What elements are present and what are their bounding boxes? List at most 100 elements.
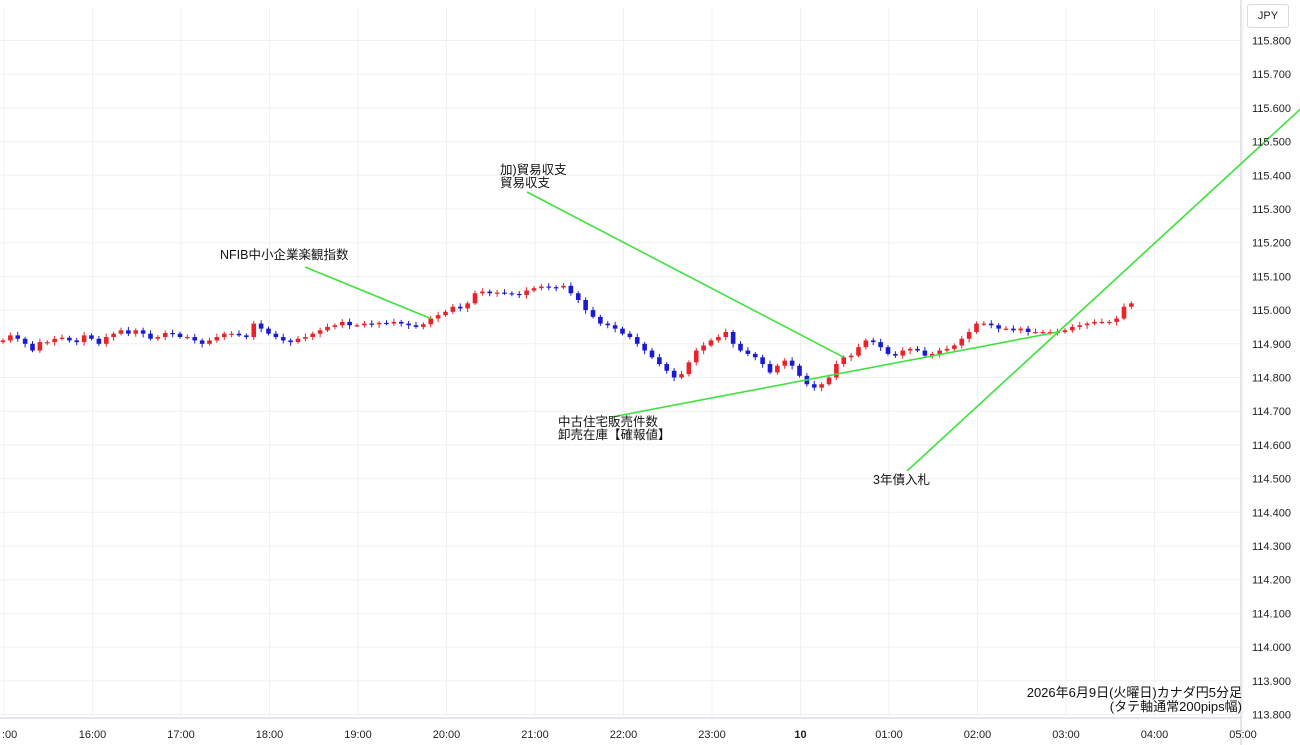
candle <box>376 320 382 328</box>
candle <box>89 333 94 341</box>
candle <box>870 337 876 346</box>
candle <box>893 351 898 358</box>
candle-body-up <box>229 333 234 335</box>
candle-body-up <box>1018 328 1024 331</box>
candle-body-down <box>1025 328 1031 333</box>
price-axis[interactable]: 115.800 115.700 115.600 115.500 115.400 115.3… <box>1252 36 1291 722</box>
candle <box>657 353 662 367</box>
candle-body-up <box>221 333 227 338</box>
y-tick-label: 115.000 <box>1252 305 1291 317</box>
candle <box>273 330 279 340</box>
candle-body-down <box>244 335 249 338</box>
candle-body-up <box>907 348 913 351</box>
candle <box>44 340 50 346</box>
candle <box>148 330 153 341</box>
y-tick-label: 115.700 <box>1252 69 1291 81</box>
x-tick-label: 01:00 <box>875 729 903 741</box>
candle-body-down <box>398 321 404 324</box>
candle-body-down <box>915 348 920 351</box>
x-tick-label: 05:00 <box>1229 729 1257 741</box>
candle-body-down <box>236 333 242 336</box>
candle <box>465 301 470 313</box>
y-tick-label: 114.200 <box>1252 575 1291 587</box>
candle <box>111 331 116 341</box>
timeframe-caption: 2026年6月9日(火曜日)カナダ円5分足 <box>1026 685 1242 700</box>
candle-body-up <box>435 315 441 319</box>
x-tick-label: 17:00 <box>167 729 195 741</box>
candle <box>37 338 43 353</box>
candle <box>716 334 721 343</box>
candle <box>457 303 463 312</box>
candle-body-down <box>634 337 640 344</box>
candle <box>303 333 308 342</box>
time-axis[interactable]: :00 16:00 17:00 18:00 19:00 20:00 21:00 22:00 23… <box>2 729 1257 741</box>
candle <box>878 338 883 351</box>
annotation-leader-line <box>611 331 1058 418</box>
candle-body-down <box>170 333 175 335</box>
candle <box>915 346 920 353</box>
candle-body-up <box>929 353 935 356</box>
candle-body-up <box>1114 318 1119 322</box>
candle <box>1099 318 1105 325</box>
candle <box>413 321 419 329</box>
candle-body-up <box>863 340 869 348</box>
candle <box>391 318 397 326</box>
candle <box>671 368 677 382</box>
candle-body-down <box>192 337 198 341</box>
candle <box>553 285 559 292</box>
candle-body-down <box>457 306 463 309</box>
candle-body-up <box>391 321 397 324</box>
candle <box>354 323 360 327</box>
candle <box>598 314 603 326</box>
x-tick-label: 02:00 <box>964 729 992 741</box>
candle-body-down <box>730 332 736 344</box>
candle <box>266 326 271 336</box>
candle-body-up <box>966 332 972 339</box>
candle <box>988 320 994 329</box>
y-tick-label: 114.300 <box>1252 541 1291 553</box>
candle-body-up <box>295 338 301 343</box>
y-tick-label: 115.300 <box>1252 204 1291 216</box>
candle-body-down <box>89 335 94 339</box>
candle-body-down <box>870 340 876 343</box>
candle-body-up <box>317 330 323 334</box>
y-tick-label: 113.900 <box>1252 676 1291 688</box>
candle-body-up <box>376 322 382 325</box>
candle <box>856 343 861 358</box>
candle-body-up <box>421 324 426 327</box>
candle <box>192 333 198 344</box>
candle-body-down <box>789 360 795 366</box>
candle-body-up <box>716 337 721 341</box>
candle-body-down <box>612 325 618 329</box>
candle-body-down <box>140 330 146 334</box>
candle <box>487 289 493 297</box>
candle <box>435 311 441 323</box>
candle-body-up <box>952 345 957 349</box>
candle <box>752 351 758 361</box>
candle <box>126 326 131 337</box>
candle <box>244 333 249 340</box>
candle <box>59 334 65 341</box>
candle <box>686 360 692 377</box>
candle-body-down <box>280 337 286 341</box>
candle-body-down <box>893 353 898 356</box>
candle <box>531 286 537 293</box>
candle <box>863 338 869 350</box>
candles <box>0 282 1134 392</box>
candle-body-up <box>708 340 714 346</box>
candle <box>170 329 175 338</box>
candle <box>295 336 301 344</box>
candle <box>797 363 802 378</box>
candle <box>509 291 515 297</box>
candle <box>826 374 832 386</box>
candle-body-up <box>539 286 544 289</box>
candle-body-up <box>1129 303 1134 307</box>
candle-body-up <box>332 325 338 327</box>
candle <box>1121 303 1127 321</box>
candle <box>546 283 552 291</box>
axis-range-caption: (タテ軸通常200pips幅) <box>1109 699 1242 714</box>
y-tick-label: 115.400 <box>1252 170 1291 182</box>
candle <box>214 333 220 343</box>
